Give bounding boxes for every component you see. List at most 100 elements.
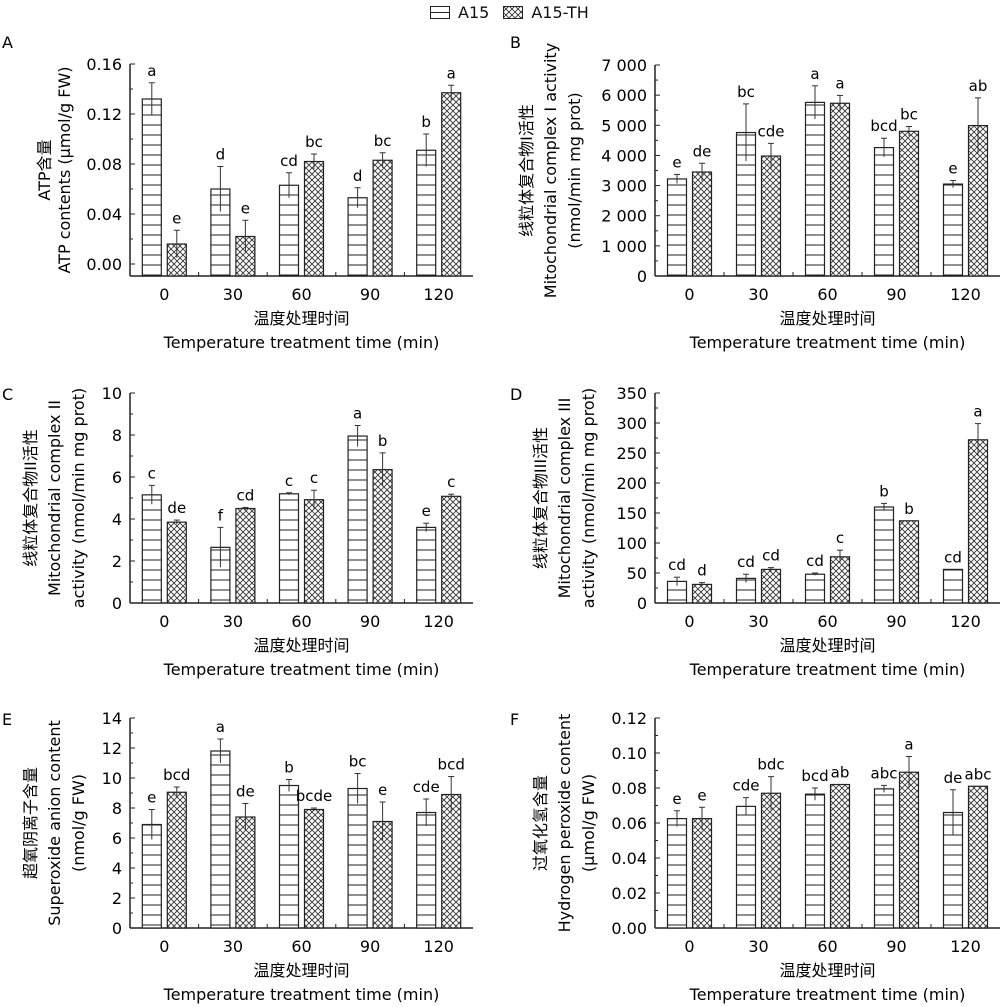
significance-letter: b <box>284 759 294 777</box>
significance-letter: cde <box>758 122 785 140</box>
y-axis-label: activity (nmol/min mg prot) <box>579 388 598 608</box>
bar-a15-th <box>303 808 325 929</box>
significance-letter: cde <box>733 777 760 795</box>
y-tick-label: 300 <box>616 414 647 433</box>
significance-letter: cd <box>762 547 780 565</box>
bar-a15 <box>873 788 895 929</box>
significance-letter: f <box>218 506 224 524</box>
y-tick-label: 10 <box>102 769 122 788</box>
significance-letter: ab <box>831 764 850 782</box>
x-tick-label: 0 <box>684 285 694 304</box>
bar-a15-th <box>372 159 393 277</box>
y-tick-label: 0.02 <box>611 884 647 903</box>
y-tick-label: 100 <box>616 534 647 553</box>
bar-a15-th <box>898 520 920 604</box>
bar-a15-th <box>441 92 462 277</box>
significance-letter: bcd <box>801 767 828 785</box>
significance-letter: c <box>836 529 844 547</box>
significance-letter: e <box>948 159 957 177</box>
bar-a15 <box>873 146 895 277</box>
x-tick-label: 120 <box>423 937 454 956</box>
significance-letter: e <box>672 153 681 171</box>
bar-a15-th <box>303 160 325 277</box>
significance-letter: a <box>147 62 156 80</box>
x-axis-label-cn: 温度处理时间 <box>779 309 875 328</box>
bar-a15 <box>278 784 300 929</box>
y-tick-label: 0.10 <box>611 744 647 763</box>
significance-letter: e <box>422 502 431 520</box>
significance-letter: a <box>810 65 819 83</box>
x-tick-label: 0 <box>684 937 694 956</box>
significance-letter: bcd <box>870 117 897 135</box>
y-tick-label: 0.06 <box>611 814 647 833</box>
y-tick-label: 8 <box>112 426 122 445</box>
x-axis-label: Temperature treatment time (min) <box>689 333 966 352</box>
bar-a15 <box>210 750 231 929</box>
significance-letter: c <box>447 473 455 491</box>
y-axis-label: Mitochondrial complex I activity <box>541 43 560 298</box>
bar-a15-th <box>829 556 851 604</box>
bar-a15-th <box>441 793 462 929</box>
y-tick-label: 6 <box>112 829 122 848</box>
y-tick-label: 0.16 <box>86 55 122 74</box>
significance-letter: a <box>835 74 844 92</box>
y-tick-label: 200 <box>616 474 647 493</box>
y-tick-label: 8 <box>112 799 122 818</box>
y-axis-label: activity (nmol/min mg prot) <box>69 388 88 608</box>
bar-a15 <box>347 435 368 604</box>
bar-a15-th <box>967 785 989 929</box>
significance-letter: a <box>216 718 225 736</box>
legend-label: A15-TH <box>531 2 589 22</box>
y-tick-label: 0.08 <box>86 155 122 174</box>
significance-letter: de <box>693 142 712 160</box>
x-tick-label: 120 <box>423 612 454 631</box>
bar-a15-th <box>691 583 713 604</box>
significance-letter: c <box>310 469 318 487</box>
significance-letter: bcd <box>163 766 190 784</box>
bar-a15 <box>416 811 437 929</box>
y-axis-label: (nmol/g FW) <box>69 774 88 872</box>
bar-a15-th <box>303 499 325 604</box>
bar-a15-th <box>760 792 782 929</box>
significance-letter: cd <box>668 556 686 574</box>
significance-letter: cde <box>413 778 440 796</box>
significance-letter: cd <box>806 552 824 570</box>
x-axis-label: Temperature treatment time (min) <box>163 660 440 679</box>
significance-letter: c <box>285 472 293 490</box>
significance-letter: bcde <box>296 787 333 805</box>
x-axis-label-cn: 温度处理时间 <box>253 961 349 980</box>
panel-label: B <box>510 33 521 52</box>
significance-letter: b <box>904 500 914 518</box>
legend-item-a15-th: A15-TH <box>503 2 589 22</box>
x-tick-label: 120 <box>950 937 981 956</box>
legend: A15 A15-TH <box>430 2 603 22</box>
bar-a15 <box>141 823 162 929</box>
significance-letter: a <box>353 405 362 423</box>
crosshatch-swatch <box>503 5 524 19</box>
x-tick-label: 60 <box>291 285 311 304</box>
y-tick-label: 0.04 <box>86 205 122 224</box>
bar-a15-th <box>691 818 713 929</box>
y-axis-label: (μmol/g FW) <box>579 774 598 872</box>
bar-a15 <box>347 787 368 929</box>
bar-a15 <box>278 184 300 277</box>
y-tick-label: 0 <box>637 594 647 613</box>
x-tick-label: 60 <box>291 937 311 956</box>
significance-letter: c <box>148 464 156 482</box>
panel-label: A <box>2 33 13 52</box>
bar-a15 <box>804 573 826 604</box>
y-tick-label: 7 000 <box>601 56 647 75</box>
bar-a15 <box>141 98 162 277</box>
y-axis-label: 线粒体复合物III活性 <box>531 427 550 569</box>
bar-a15 <box>666 818 688 929</box>
y-tick-label: 0.12 <box>611 709 647 728</box>
significance-letter: a <box>973 403 982 421</box>
y-tick-label: 0.00 <box>86 255 122 274</box>
x-axis-label-cn: 温度处理时间 <box>253 309 349 328</box>
bar-a15 <box>416 149 437 277</box>
x-tick-label: 0 <box>159 937 169 956</box>
y-tick-label: 10 <box>102 384 122 403</box>
x-tick-label: 90 <box>360 937 380 956</box>
x-tick-label: 120 <box>423 285 454 304</box>
